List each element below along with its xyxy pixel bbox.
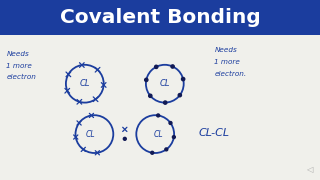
Circle shape [123, 137, 126, 140]
Circle shape [165, 148, 168, 151]
Text: CL: CL [86, 130, 95, 139]
Circle shape [155, 65, 158, 68]
Circle shape [169, 122, 172, 124]
Text: electron: electron [6, 74, 36, 80]
Circle shape [151, 151, 154, 154]
Text: 1 more: 1 more [6, 63, 32, 69]
Text: Needs: Needs [214, 47, 237, 53]
Text: ◁: ◁ [306, 165, 312, 174]
Text: CL: CL [154, 130, 164, 139]
Circle shape [149, 94, 152, 97]
Circle shape [164, 101, 167, 104]
Circle shape [145, 78, 148, 82]
Text: 1 more: 1 more [214, 59, 240, 65]
Text: Covalent Bonding: Covalent Bonding [60, 8, 260, 27]
Circle shape [178, 94, 181, 97]
Circle shape [181, 77, 185, 81]
Circle shape [171, 65, 174, 68]
Text: Needs: Needs [6, 51, 29, 57]
Text: CL-CL: CL-CL [198, 128, 229, 138]
Text: CL: CL [160, 79, 170, 88]
Text: CL: CL [80, 79, 90, 88]
Circle shape [172, 136, 175, 139]
Bar [0, 0, 320, 35]
Text: electron.: electron. [214, 71, 246, 77]
Circle shape [157, 114, 160, 117]
